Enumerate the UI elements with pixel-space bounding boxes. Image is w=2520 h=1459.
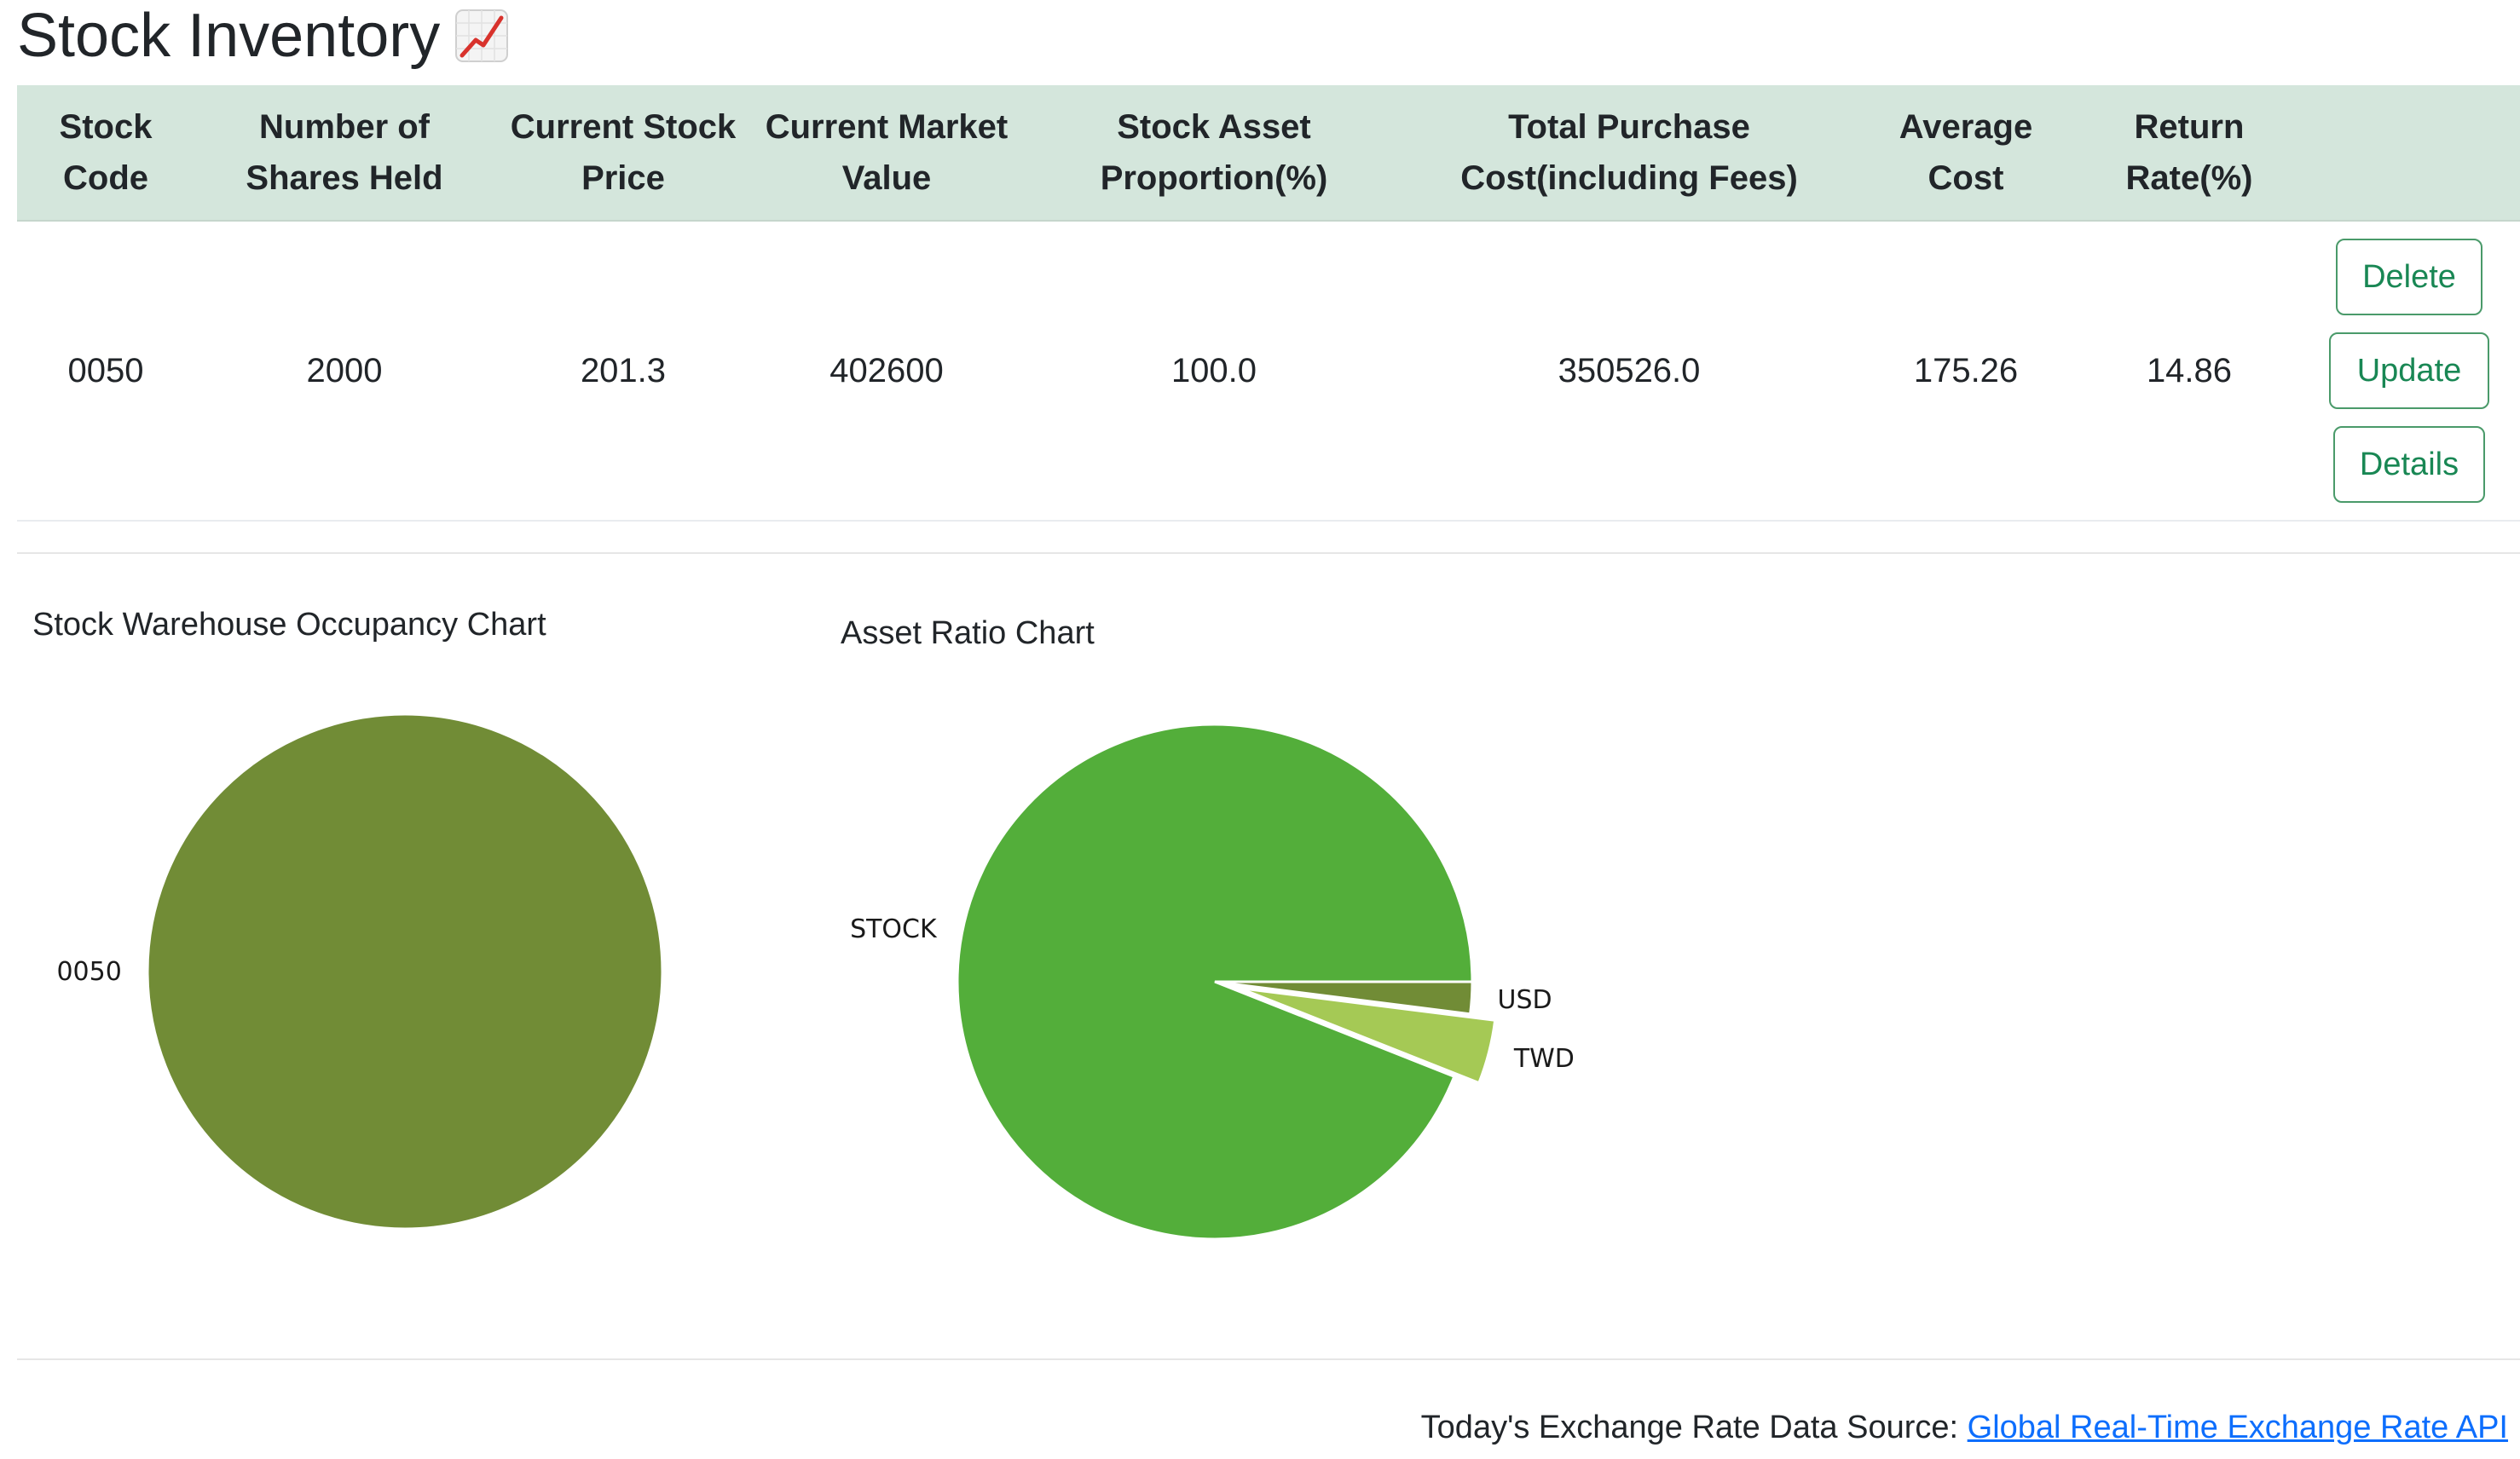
page-title: Stock Inventory: [17, 2, 509, 70]
footer-text: Today's Exchange Rate Data Source:: [1420, 1410, 1959, 1445]
pie-slice-twd: [1239, 986, 1497, 1085]
chart-increasing-icon: [455, 9, 509, 62]
update-button[interactable]: Update: [2329, 332, 2489, 409]
cell-stock-code: 0050: [17, 221, 194, 522]
header-stock-code: Stock Code: [17, 85, 194, 222]
page-title-text: Stock Inventory: [17, 2, 441, 70]
cell-market-value: 402600: [752, 221, 1021, 522]
header-shares-held: Number of Shares Held: [194, 85, 494, 222]
stock-inventory-table: Stock Code Number of Shares Held Current…: [17, 85, 2520, 522]
pie-label-twd: TWD: [1513, 1044, 1575, 1074]
header-current-price: Current Stock Price: [494, 85, 752, 222]
pie-label-usd: USD: [1498, 985, 1552, 1015]
table-row: 0050 2000 201.3 402600 100.0 350526.0 17…: [17, 221, 2520, 522]
cell-return-rate: 14.86: [2080, 221, 2298, 522]
cell-asset-proportion: 100.0: [1021, 221, 1407, 522]
cell-actions: Delete Update Details: [2298, 221, 2520, 522]
header-total-cost: Total Purchase Cost(including Fees): [1407, 85, 1852, 222]
pie-label-stock: STOCK: [850, 914, 938, 944]
header-average-cost: Average Cost: [1852, 85, 2080, 222]
cell-shares-held: 2000: [194, 221, 494, 522]
table-header-row: Stock Code Number of Shares Held Current…: [17, 85, 2520, 222]
occupancy-chart-title: Stock Warehouse Occupancy Chart: [32, 607, 546, 643]
pie-label-0050: 0050: [56, 957, 121, 987]
details-button[interactable]: Details: [2333, 426, 2485, 503]
asset-ratio-pie-chart: STOCK TWD USD: [850, 723, 1575, 1241]
header-market-value: Current Market Value: [752, 85, 1021, 222]
header-return-rate: Return Rate(%): [2080, 85, 2298, 222]
cell-total-cost: 350526.0: [1407, 221, 1852, 522]
pie-slice-0050: [146, 712, 664, 1231]
cell-average-cost: 175.26: [1852, 221, 2080, 522]
header-actions: [2298, 85, 2520, 222]
cell-current-price: 201.3: [494, 221, 752, 522]
delete-button[interactable]: Delete: [2336, 239, 2482, 315]
footer-divider: [17, 1358, 2520, 1360]
header-asset-proportion: Stock Asset Proportion(%): [1021, 85, 1407, 222]
asset-ratio-chart-title: Asset Ratio Chart: [841, 615, 1095, 651]
section-divider: [17, 552, 2520, 554]
occupancy-pie-chart: 0050: [56, 712, 664, 1231]
pie-slice-usd: [1214, 980, 1474, 1016]
footer: Today's Exchange Rate Data Source: Globa…: [1421, 1410, 2508, 1446]
exchange-rate-api-link[interactable]: Global Real-Time Exchange Rate API: [1967, 1410, 2508, 1445]
